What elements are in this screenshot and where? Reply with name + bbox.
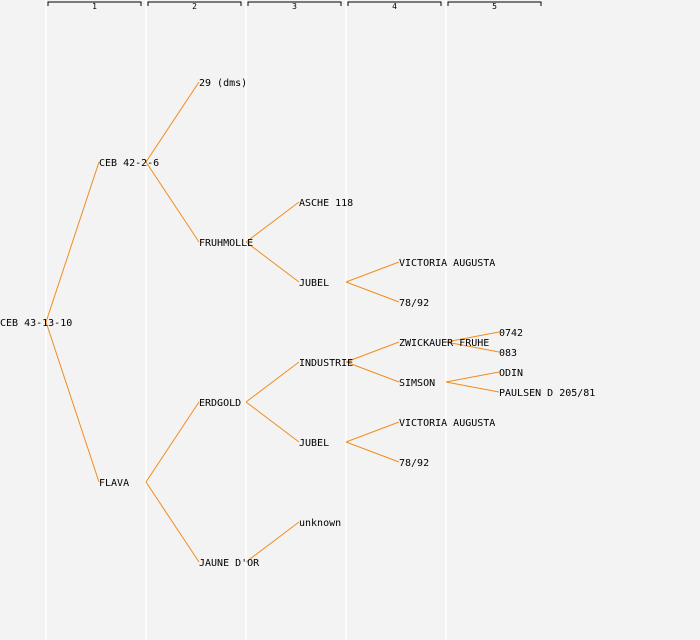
node-flava: FLAVA bbox=[99, 478, 129, 489]
generation-bracket-4 bbox=[347, 1, 442, 6]
generation-bracket-2 bbox=[147, 1, 242, 6]
node-ceb42: CEB 42-2-6 bbox=[99, 158, 159, 169]
node-n0742: 0742 bbox=[499, 328, 523, 339]
generation-number-3: 3 bbox=[292, 2, 297, 11]
edge-jaune-unknown bbox=[245, 521, 300, 563]
edge-industrie-zwick bbox=[345, 341, 400, 363]
edge-jubel1-va1 bbox=[345, 261, 400, 283]
node-unknown: unknown bbox=[299, 518, 341, 529]
node-simson: SIMSON bbox=[399, 378, 435, 389]
generation-number-1: 1 bbox=[92, 2, 97, 11]
edge-jubel2-n78b bbox=[345, 441, 400, 463]
node-odin: ODIN bbox=[499, 368, 523, 379]
edge-simson-paulsen bbox=[445, 381, 500, 393]
edge-ceb42-fruhmolle bbox=[145, 161, 200, 243]
node-erdgold: ERDGOLD bbox=[199, 398, 241, 409]
edge-industrie-simson bbox=[345, 361, 400, 383]
edge-ceb42-dms29 bbox=[145, 81, 200, 163]
generation-columns: 1 2 3 4 5 bbox=[45, 0, 542, 640]
generation-number-2: 2 bbox=[192, 2, 197, 11]
edge-flava-jaune bbox=[145, 481, 200, 563]
node-industrie: INDUSTRIE bbox=[299, 358, 353, 369]
edge-root-flava bbox=[45, 321, 100, 483]
node-n083: 083 bbox=[499, 348, 517, 359]
edge-fruhmolle-asche bbox=[245, 201, 300, 243]
tree-labels: CEB 43-13-10 CEB 42-2-6 29 (dms) FRUHMOLLE A… bbox=[0, 78, 595, 569]
generation-bracket-1 bbox=[47, 1, 142, 6]
generation-bracket-5 bbox=[447, 1, 542, 6]
edge-erdgold-industrie bbox=[245, 361, 300, 403]
node-n78b: 78/92 bbox=[399, 458, 429, 469]
edge-jubel1-n78a bbox=[345, 281, 400, 303]
node-jubel1: JUBEL bbox=[299, 278, 329, 289]
node-fruhmolle: FRUHMOLLE bbox=[199, 238, 253, 249]
generation-bracket-3 bbox=[247, 1, 342, 6]
edge-flava-erdgold bbox=[145, 401, 200, 483]
node-root: CEB 43-13-10 bbox=[0, 318, 72, 329]
tree-edges bbox=[45, 81, 500, 563]
node-jubel2: JUBEL bbox=[299, 438, 329, 449]
edge-fruhmolle-jubel1 bbox=[245, 241, 300, 283]
node-paulsen: PAULSEN D 205/81 bbox=[499, 388, 595, 399]
node-va2: VICTORIA AUGUSTA bbox=[399, 418, 495, 429]
edge-erdgold-jubel2 bbox=[245, 401, 300, 443]
generation-number-5: 5 bbox=[492, 2, 497, 11]
node-asche: ASCHE 118 bbox=[299, 198, 353, 209]
edge-simson-odin bbox=[445, 371, 500, 383]
node-dms29: 29 (dms) bbox=[199, 78, 247, 89]
node-n78a: 78/92 bbox=[399, 298, 429, 309]
edge-jubel2-va2 bbox=[345, 421, 400, 443]
edge-root-ceb42 bbox=[45, 161, 100, 323]
node-jaune: JAUNE D'OR bbox=[199, 558, 260, 569]
edge-zwick-n083 bbox=[445, 341, 500, 353]
edge-zwick-n0742 bbox=[445, 331, 500, 343]
node-zwick: ZWICKAUER FRUHE bbox=[399, 338, 489, 349]
generation-number-4: 4 bbox=[392, 2, 397, 11]
node-va1: VICTORIA AUGUSTA bbox=[399, 258, 495, 269]
